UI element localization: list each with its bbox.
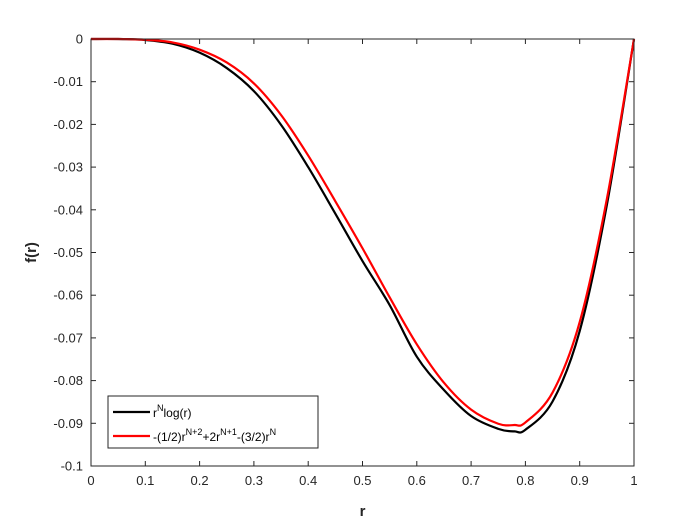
legend-label-2: -(1/2)rN+2+2rN+1-(3/2)rN [153, 427, 276, 444]
y-axis-title: f(r) [23, 242, 40, 263]
y-tick-label: -0.07 [53, 330, 83, 345]
y-tick-label: -0.08 [53, 373, 83, 388]
x-tick-label: 0.8 [516, 473, 534, 488]
legend-text-part: -(3/2)r [237, 430, 270, 444]
legend: rNlog(r)-(1/2)rN+2+2rN+1-(3/2)rN [107, 395, 319, 449]
y-tick-label: -0.03 [53, 160, 83, 175]
series-layer [90, 37, 636, 434]
legend-text-part: log(r) [164, 406, 192, 420]
legend-superscript: N [157, 403, 164, 413]
series-line-2 [90, 37, 636, 427]
legend-label-1: rNlog(r) [153, 403, 192, 420]
legend-superscript: N [270, 427, 277, 437]
x-tick-label: 0.1 [136, 473, 154, 488]
x-tick-label: 0.3 [245, 473, 263, 488]
y-tick-label: -0.09 [53, 416, 83, 431]
x-tick-label: 0.2 [191, 473, 209, 488]
legend-text-part: -(1/2)r [153, 430, 186, 444]
legend-superscript: N+1 [220, 427, 237, 437]
y-tick-label: 0 [76, 32, 83, 47]
plot-area [91, 39, 634, 466]
legend-text-part: r [153, 406, 157, 420]
y-tick-label: -0.01 [53, 74, 83, 89]
y-tick-label: -0.02 [53, 117, 83, 132]
legend-text-part: +2r [202, 430, 220, 444]
y-tick-label: -0.04 [53, 202, 83, 217]
y-tick-label: -0.1 [61, 459, 83, 474]
y-tick-label: -0.06 [53, 288, 83, 303]
x-tick-label: 1 [630, 473, 637, 488]
x-tick-label: 0.4 [299, 473, 317, 488]
x-tick-label: 0.6 [408, 473, 426, 488]
x-tick-label: 0.5 [353, 473, 371, 488]
x-tick-label: 0 [87, 473, 94, 488]
series-line-1 [90, 37, 636, 434]
legend-box [107, 395, 319, 449]
y-tick-label: -0.05 [53, 245, 83, 260]
x-tick-label: 0.7 [462, 473, 480, 488]
x-tick-label: 0.9 [571, 473, 589, 488]
x-axis-title: r [360, 503, 366, 520]
legend-superscript: N+2 [186, 427, 203, 437]
axes-layer: 0 0.1 0.2 0.3 0.4 0.5 0.6 0.7 0.8 0.9 1 0 -0.01 -0.02… [53, 32, 637, 489]
